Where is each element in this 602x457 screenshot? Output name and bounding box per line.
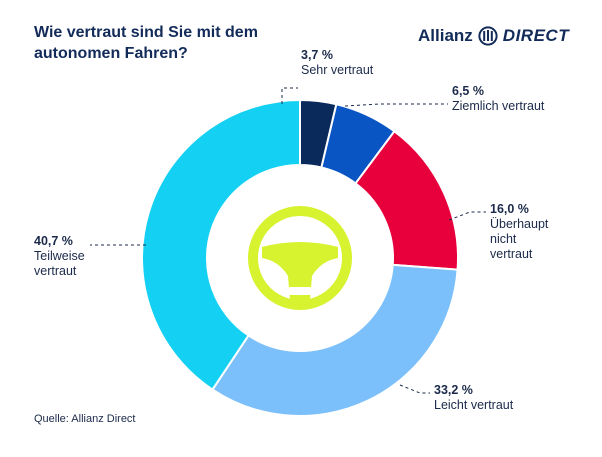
- leader-line-4: [399, 384, 430, 394]
- data-label-value: 16,0 %: [490, 202, 529, 216]
- leader-line-1: [281, 87, 298, 104]
- data-label-category: Teilweise vertraut: [34, 249, 85, 278]
- leader-line-2: [344, 103, 448, 107]
- data-label-category: Sehr vertraut: [301, 63, 374, 77]
- data-label-teilweise-vertraut: 40,7 % Teilweise vertraut: [34, 234, 100, 279]
- chart-title: Wie vertraut sind Sie mit dem autonomen …: [34, 24, 258, 62]
- leader-lines: [90, 87, 486, 394]
- data-label-category: Leicht vertraut: [434, 398, 514, 412]
- data-label-category: Ziemlich vertraut: [452, 99, 545, 113]
- data-label-leicht-vertraut: 33,2 % Leicht vertraut: [434, 383, 513, 413]
- data-label-ziemlich-vertraut: 6,5 % Ziemlich vertraut: [452, 84, 544, 114]
- data-label-category: Überhaupt nicht vertraut: [490, 217, 549, 261]
- data-label-value: 6,5 %: [452, 84, 484, 98]
- source-note: Quelle: Allianz Direct: [34, 413, 136, 425]
- brand-word-direct: DIRECT: [502, 26, 570, 45]
- data-label-sehr-vertraut: 3,7 % Sehr vertraut: [301, 48, 373, 78]
- data-label-ueberhaupt-nicht-vertraut: 16,0 % Überhaupt nicht vertraut: [490, 202, 560, 262]
- data-label-value: 40,7 %: [34, 234, 73, 248]
- data-label-value: 33,2 %: [434, 383, 473, 397]
- allianz-eagle-icon: [478, 26, 498, 46]
- brand-word-allianz: Allianz: [418, 26, 473, 45]
- donut-slices: [141, 98, 459, 417]
- steering-wheel-icon: [248, 206, 352, 310]
- brand-logo[interactable]: Allianz DIRECT: [418, 26, 569, 46]
- data-label-value: 3,7 %: [301, 48, 333, 62]
- leader-line-3: [448, 211, 486, 221]
